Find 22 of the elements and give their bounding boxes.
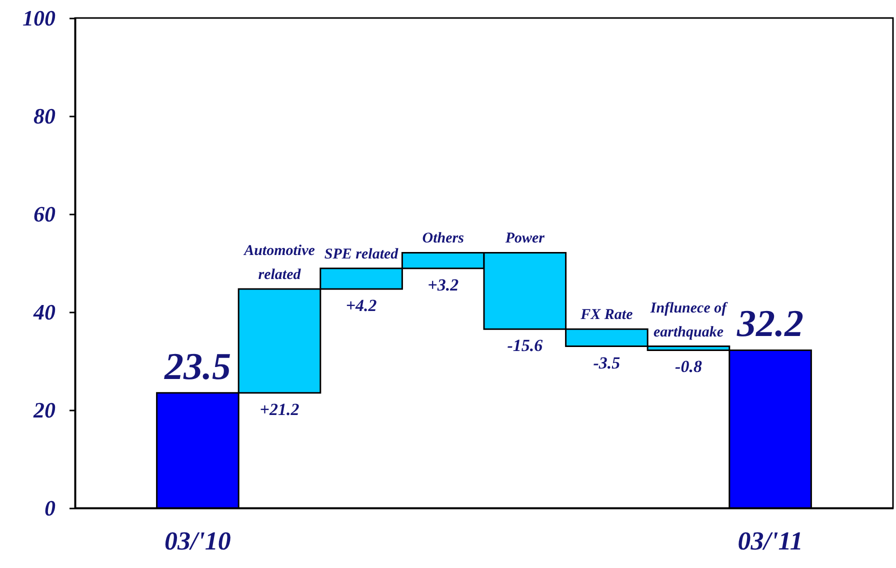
x-tick-label: SPE related [324, 246, 399, 262]
x-tick-label: 03/'10 [164, 526, 231, 556]
y-tick-label: 40 [32, 300, 56, 324]
y-tick-label: 0 [44, 496, 56, 520]
x-tick-label: Automotive related [243, 242, 316, 283]
y-tick-label: 100 [22, 6, 56, 30]
y-tick-label: 20 [32, 398, 56, 422]
x-tick-label: 03/'11 [738, 526, 803, 556]
x-tick-label: FX Rate [580, 307, 634, 324]
data-label: +21.2 [260, 400, 300, 419]
data-label: +3.2 [428, 275, 460, 294]
y-tick-label: 80 [34, 104, 56, 128]
data-label: 23.5 [163, 346, 231, 388]
x-tick-label: Power [505, 230, 545, 247]
data-label: -3.5 [593, 353, 621, 372]
data-label: -0.8 [675, 357, 702, 376]
x-tick-label: Others [422, 230, 464, 247]
y-tick-label: 60 [34, 202, 56, 226]
data-label: 32.2 [736, 303, 804, 346]
x-tick-label: Influnece of earthquake [649, 300, 729, 340]
data-label: +4.2 [346, 296, 378, 315]
data-label: -15.6 [507, 336, 544, 356]
